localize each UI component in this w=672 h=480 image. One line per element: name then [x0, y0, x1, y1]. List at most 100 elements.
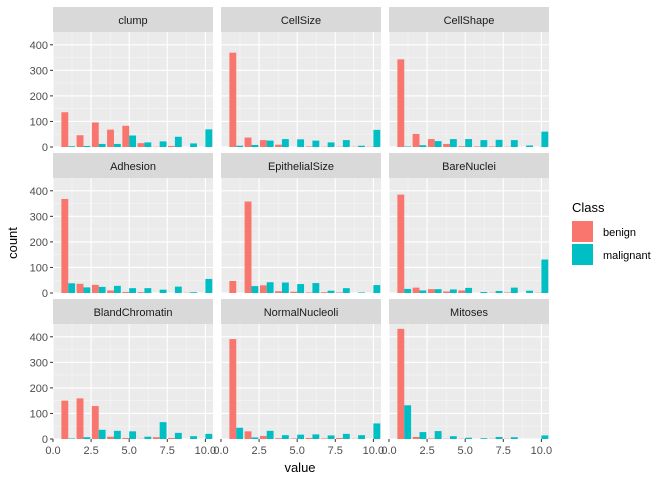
facet-strip: [53, 153, 213, 178]
bar-benign: [290, 291, 298, 293]
bar-benign: [137, 143, 145, 147]
bar-malignant: [465, 437, 473, 439]
bar-benign: [305, 146, 313, 147]
bar-benign: [427, 289, 435, 293]
facet-panel: EpithelialSize: [220, 153, 381, 294]
bar-benign: [76, 283, 84, 293]
x-tick-label: 2.5: [251, 445, 266, 457]
bar-malignant: [144, 436, 152, 439]
bar-malignant: [327, 435, 335, 439]
bar-malignant: [526, 145, 533, 147]
y-tick-label: 0: [42, 434, 48, 446]
bar-malignant: [449, 436, 457, 439]
bar-benign: [61, 112, 69, 147]
bar-benign: [427, 438, 435, 439]
bar-malignant: [312, 283, 320, 293]
facet-title: BareNuclei: [442, 161, 496, 173]
y-tick-label: 300: [30, 65, 48, 77]
y-tick-label: 400: [30, 186, 48, 198]
bar-malignant: [251, 144, 259, 147]
y-tick-label: 0: [42, 142, 48, 154]
facet-panel: clump 0 100 200 300 400: [30, 7, 213, 154]
bar-malignant: [312, 140, 320, 147]
bar-malignant: [113, 430, 121, 439]
bar-benign: [488, 146, 496, 147]
bar-malignant: [404, 288, 412, 293]
facet-strip: [389, 153, 549, 178]
legend-label-benign: benign: [603, 227, 636, 239]
x-tick-label: 2.5: [419, 445, 434, 457]
bar-malignant: [98, 143, 106, 147]
bar-malignant: [449, 139, 457, 147]
panel-background: [389, 178, 549, 293]
bar-benign: [443, 143, 450, 147]
y-tick-label: 300: [30, 211, 48, 223]
bar-benign: [412, 287, 420, 293]
bar-benign: [275, 291, 282, 293]
bar-benign: [229, 339, 237, 439]
bar-malignant: [281, 282, 289, 293]
x-tick-label: 7.5: [160, 445, 175, 457]
y-tick-label: 300: [30, 357, 48, 369]
bar-benign: [244, 431, 252, 439]
facet-panel: CellShape: [388, 7, 549, 148]
panel-background: [221, 324, 381, 439]
facet-title: EpithelialSize: [268, 161, 334, 173]
bar-malignant: [174, 286, 182, 293]
bar-malignant: [526, 290, 533, 293]
bar-benign: [137, 292, 145, 293]
y-tick-label: 200: [30, 237, 48, 249]
legend-key-malignant: [572, 244, 593, 265]
bar-benign: [91, 284, 99, 293]
bar-benign: [152, 437, 160, 439]
x-tick-label: 0.0: [213, 445, 228, 457]
bar-malignant: [373, 285, 381, 293]
bar-malignant: [510, 437, 518, 439]
bar-malignant: [266, 282, 274, 293]
y-tick-label: 400: [30, 332, 48, 344]
legend-label-malignant: malignant: [603, 250, 651, 262]
x-tick-label: 0.0: [45, 445, 60, 457]
bar-malignant: [404, 146, 412, 147]
facet-panels: clump 0 100 200 300 400 CellSize CellShape Adhes…: [30, 7, 552, 457]
x-tick-label: 7.5: [328, 445, 343, 457]
facet-title: CellSize: [281, 15, 321, 27]
bar-malignant: [419, 432, 427, 439]
bar-malignant: [98, 429, 106, 439]
bar-malignant: [480, 140, 488, 147]
bar-malignant: [174, 432, 182, 439]
bar-malignant: [251, 437, 259, 439]
x-tick-label: 7.5: [496, 445, 511, 457]
bar-benign: [427, 139, 435, 147]
y-tick-label: 200: [30, 91, 48, 103]
bar-malignant: [434, 431, 442, 439]
facet-title: Mitoses: [450, 307, 488, 319]
bar-malignant: [297, 139, 305, 147]
bar-malignant: [342, 140, 350, 147]
bar-benign: [458, 290, 466, 293]
bar-malignant: [404, 405, 412, 439]
bar-benign: [244, 201, 252, 293]
bar-malignant: [83, 287, 91, 293]
x-tick-label: 5.0: [458, 445, 473, 457]
bar-malignant: [419, 145, 427, 147]
bar-malignant: [465, 287, 473, 293]
y-tick-label: 100: [30, 116, 48, 128]
bar-malignant: [266, 430, 274, 439]
bar-malignant: [434, 141, 442, 147]
bar-benign: [336, 292, 343, 293]
bar-malignant: [480, 438, 488, 439]
bar-malignant: [465, 139, 473, 147]
facet-panel: BlandChromatin 0 100 200 300 400 0.0 2.5 5.0 7.5 1…: [30, 299, 216, 457]
panel-background: [389, 32, 549, 147]
bar-benign: [259, 285, 267, 293]
x-tick-label: 10.0: [363, 445, 384, 457]
y-tick-label: 400: [30, 40, 48, 52]
bar-malignant: [236, 427, 244, 439]
facet-strip: [221, 153, 381, 178]
bar-malignant: [327, 290, 335, 293]
bar-benign: [397, 194, 405, 293]
x-tick-label: 10.0: [195, 445, 216, 457]
bar-malignant: [129, 288, 137, 293]
bar-malignant: [159, 289, 167, 293]
